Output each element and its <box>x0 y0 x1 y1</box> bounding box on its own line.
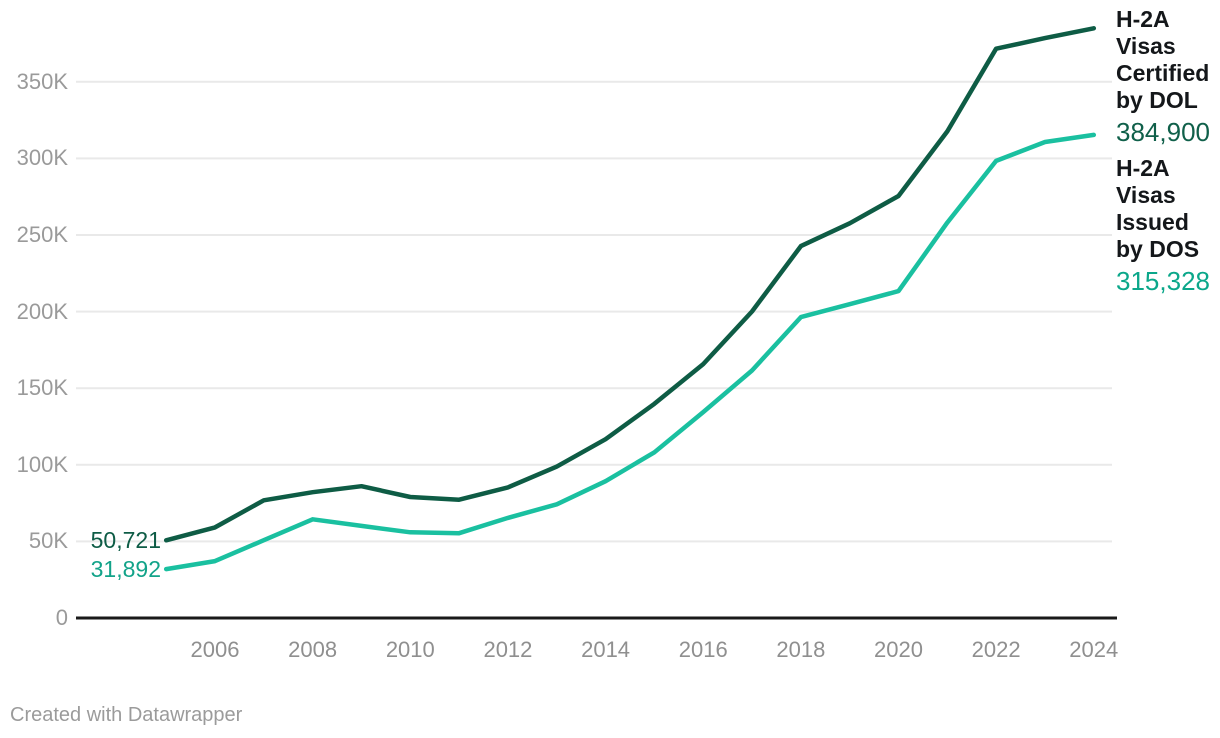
y-tick-label: 200K <box>16 298 68 324</box>
y-tick-label: 100K <box>16 451 68 477</box>
issued-start-value-label: 31,892 <box>90 556 161 582</box>
x-tick-label: 2014 <box>581 637 631 662</box>
legend-issued-title: H-2A Visas Issued by DOS <box>1116 155 1200 262</box>
datawrapper-credit-link[interactable]: Created with Datawrapper <box>10 704 243 726</box>
x-tick-label: 2020 <box>874 637 923 662</box>
issued-line <box>163 132 1097 572</box>
x-tick-label: 2010 <box>385 637 435 662</box>
y-tick-label: 0 <box>55 605 68 630</box>
y-tick-label: 300K <box>16 145 68 171</box>
x-tick-label: 2022 <box>971 637 1021 662</box>
certified-start-value-label: 50,721 <box>90 527 161 553</box>
certified-line <box>163 26 1097 543</box>
x-tick-label: 2016 <box>678 637 728 662</box>
y-tick-label: 250K <box>16 222 68 247</box>
legend-issued: H-2A Visas Issued by DOS 315,328 <box>1116 155 1218 296</box>
legend-certified-value: 384,900 <box>1116 117 1210 147</box>
x-tick-label: 2018 <box>776 637 826 662</box>
x-tick-label: 2012 <box>483 637 533 662</box>
y-tick-label: 350K <box>16 68 68 94</box>
x-tick-label: 2008 <box>288 637 338 662</box>
legend-issued-value: 315,328 <box>1116 266 1210 296</box>
legend-certified: H-2A Visas Certified by DOL 384,900 <box>1116 6 1218 147</box>
x-tick-label: 2006 <box>190 637 240 662</box>
y-tick-label: 50K <box>28 528 68 554</box>
x-tick-label: 2024 <box>1069 637 1119 662</box>
legend-certified-title: H-2A Visas Certified by DOL <box>1116 6 1210 113</box>
y-tick-label: 150K <box>16 375 68 401</box>
